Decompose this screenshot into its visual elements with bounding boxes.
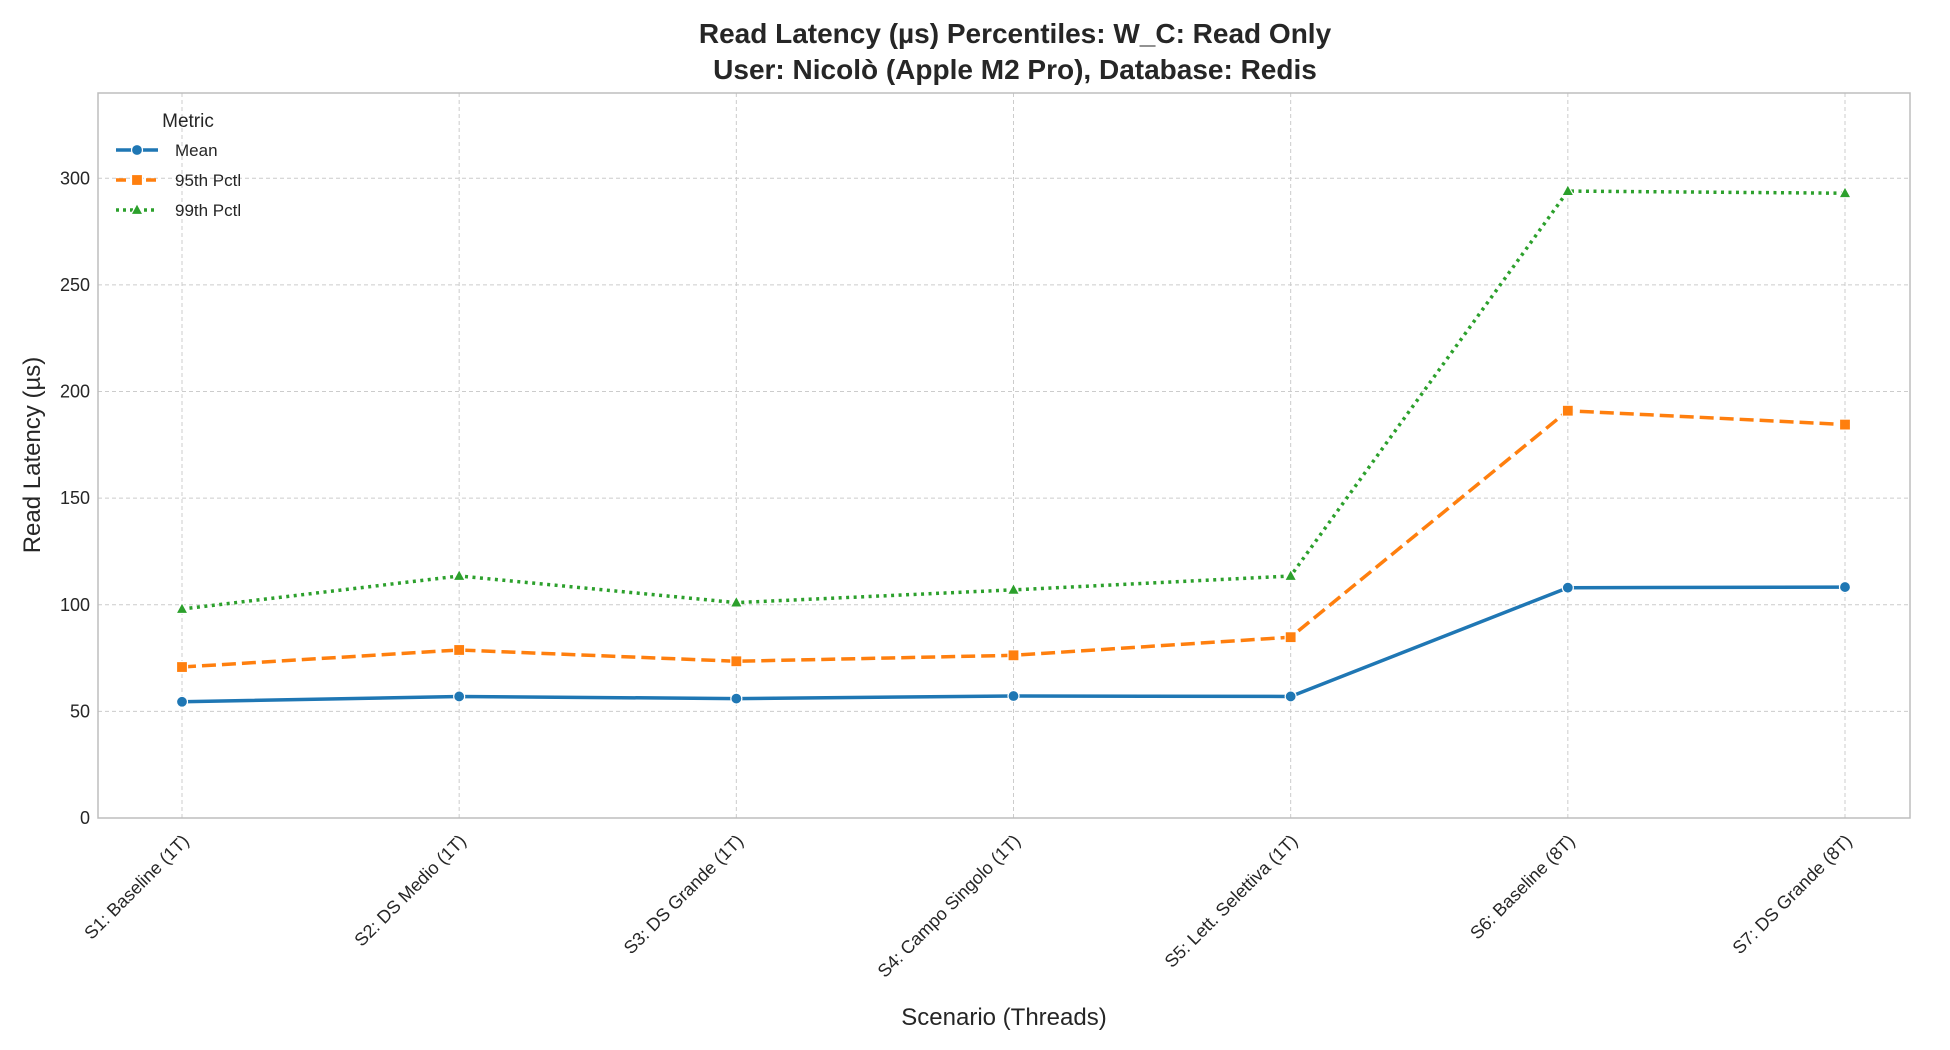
data-point-95th-pctl — [1284, 631, 1297, 644]
legend-label-95th-pctl: 95th Pctl — [175, 171, 241, 190]
legend-title: Metric — [162, 111, 214, 132]
data-point-99th-pctl — [1283, 568, 1298, 582]
data-point-mean — [1284, 690, 1297, 703]
data-point-95th-pctl — [175, 660, 189, 674]
data-point-99th-pctl — [1006, 582, 1021, 595]
y-tick-label: 100 — [60, 595, 90, 615]
legend: Metric Mean 95th Pctl 99th Pctl — [116, 111, 241, 220]
y-tick-label: 300 — [60, 168, 90, 188]
series-99th-pctl — [174, 183, 1853, 615]
y-tick-label: 50 — [70, 701, 90, 721]
legend-item-99th-pctl: 99th Pctl — [116, 201, 241, 220]
legend-label-mean: Mean — [175, 141, 218, 160]
data-point-mean — [730, 692, 743, 705]
legend-item-95th-pctl: 95th Pctl — [116, 171, 241, 190]
series-95th-pctl — [175, 404, 1852, 674]
data-point-95th-pctl — [1561, 404, 1574, 417]
chart-title: Read Latency (µs) Percentiles: W_C: Read… — [699, 18, 1332, 49]
data-point-mean — [1561, 581, 1574, 594]
data-point-99th-pctl — [1837, 185, 1853, 199]
data-point-95th-pctl — [1838, 418, 1852, 431]
series-layer — [174, 183, 1853, 708]
y-tick-label: 0 — [80, 808, 90, 828]
data-point-mean — [175, 695, 189, 708]
plot-frame — [97, 92, 1911, 819]
y-tick-label: 250 — [60, 275, 90, 295]
y-tick-label: 200 — [60, 382, 90, 402]
data-point-99th-pctl — [452, 568, 467, 582]
legend-label-99th-pctl: 99th Pctl — [175, 201, 241, 220]
data-point-95th-pctl — [453, 643, 466, 657]
legend-marker-mean — [130, 143, 144, 157]
legend-item-mean: Mean — [116, 141, 218, 160]
data-point-mean — [1007, 689, 1020, 703]
data-point-99th-pctl — [174, 601, 190, 615]
y-tick-label: 150 — [60, 488, 90, 508]
data-point-95th-pctl — [1007, 649, 1020, 662]
data-point-95th-pctl — [730, 655, 743, 668]
chart-subtitle: User: Nicolò (Apple M2 Pro), Database: R… — [713, 54, 1317, 85]
data-point-99th-pctl — [1560, 183, 1575, 197]
legend-items: Mean 95th Pctl 99th Pctl — [116, 141, 241, 220]
data-point-mean — [1838, 580, 1852, 594]
legend-marker-95th-pctl — [130, 173, 144, 187]
y-axis-label: Read Latency (µs) — [19, 357, 46, 554]
legend-marker-99th-pctl — [129, 202, 145, 216]
data-point-99th-pctl — [729, 594, 744, 608]
y-axis-ticks: 0 50 100 150 200 250 300 — [60, 168, 90, 828]
x-axis-label: Scenario (Threads) — [901, 1004, 1106, 1031]
data-point-mean — [453, 690, 466, 703]
series-mean — [175, 580, 1852, 708]
